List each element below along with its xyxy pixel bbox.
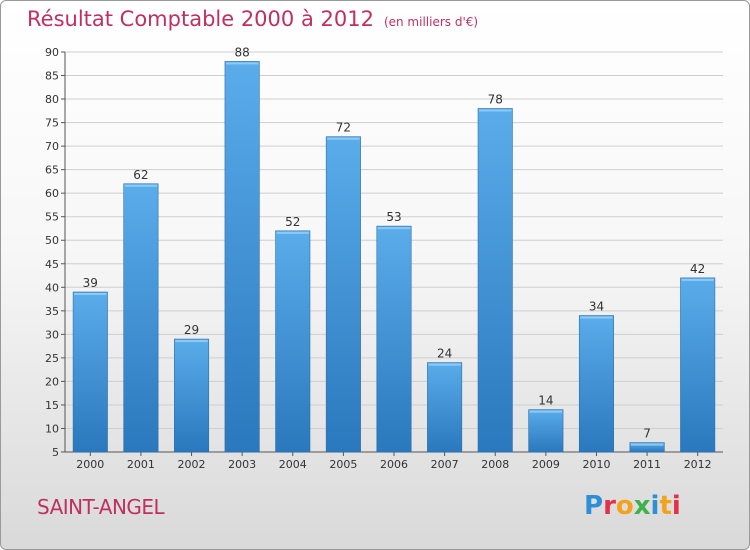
y-tick-label: 15 [45,399,59,412]
bar-highlight [630,443,664,446]
y-tick-label: 30 [45,328,59,341]
x-tick-label: 2008 [481,458,509,471]
x-tick-label: 2011 [633,458,661,471]
commune-name: SAINT-ANGEL [37,495,165,519]
y-tick-label: 10 [45,422,59,435]
data-labels: 39 62 29 88 52 72 53 24 78 14 34 7 42 [83,45,706,440]
logo-letter: x [633,491,651,521]
y-tick-label: 5 [52,446,59,459]
bar-2003 [224,61,260,453]
y-tick-label: 20 [45,375,59,388]
data-label: 7 [643,427,651,441]
y-tick-label: 40 [45,281,59,294]
data-label: 78 [488,92,503,106]
data-label: 14 [538,394,553,408]
chart-subtitle: (en milliers d'€) [383,15,479,29]
bar-highlight [580,316,613,319]
bar-2007 [427,362,463,453]
chart-title: Résultat Comptable 2000 à 2012 (en millie… [27,7,478,31]
bar-highlight [225,62,259,65]
x-tick-label: 2000 [76,458,104,471]
data-label: 53 [386,210,401,224]
bar-highlight [681,278,714,281]
x-tick-label: 2003 [228,458,256,471]
x-tick-label: 2007 [431,458,459,471]
logo-letter: i [671,491,681,521]
chart-title-text: Résultat Comptable 2000 à 2012 [27,7,374,31]
y-tick-label: 50 [45,234,59,247]
data-label: 52 [285,215,300,229]
logo-letter: o [615,491,634,521]
logo-letter: P [584,491,604,521]
bar-2002 [174,338,210,453]
x-tick-label: 2010 [582,458,610,471]
logo-letter: r [603,491,616,521]
proxiti-logo: Proxiti [584,491,681,521]
x-tick-label: 2009 [532,458,560,471]
y-tick-label: 45 [45,258,59,271]
x-tick-label: 2001 [127,458,155,471]
bar-highlight [276,231,309,234]
bar-2010 [578,315,614,453]
y-tick-label: 75 [45,117,59,130]
y-tick-label: 70 [45,140,59,153]
bar-2009 [528,409,564,453]
bar-2012 [680,277,716,453]
data-label: 34 [589,300,604,314]
bars [72,61,716,453]
y-tick-label: 80 [45,93,59,106]
x-tick-label: 2004 [279,458,307,471]
x-tick-label: 2005 [329,458,357,471]
logo-letter: i [650,491,660,521]
logo-letter: t [659,491,672,521]
bar-highlight [479,109,512,112]
x-tick-labels: 2000 2001 2002 2003 2004 2005 2006 2007 2008 2009… [76,452,712,471]
bar-highlight [327,137,360,140]
bar-highlight [74,293,107,295]
y-tick-label: 35 [45,305,59,318]
data-label: 24 [437,347,452,361]
bar-highlight [529,410,563,413]
data-label: 42 [690,262,705,276]
bar-highlight [124,184,158,187]
y-tick-label: 55 [45,211,59,224]
x-tick-label: 2002 [178,458,206,471]
data-label: 39 [83,276,98,290]
bar-2005 [325,136,361,453]
bar-2008 [477,108,513,453]
y-tick-label: 60 [45,187,59,200]
data-label: 72 [336,121,351,135]
y-tick-label: 85 [45,70,59,83]
y-tick-labels: 5 10 15 20 25 30 35 40 45 50 55 60 65 70 75 80 85 90 [45,46,59,459]
bar-highlight [428,363,461,366]
y-tick-label: 25 [45,352,59,365]
y-tick-label: 65 [45,164,59,177]
x-tick-label: 2012 [684,458,712,471]
data-label: 29 [184,323,199,337]
data-label: 62 [133,168,148,182]
bar-2000 [72,291,108,453]
bar-highlight [175,340,208,343]
bar-2001 [123,183,159,453]
bar-2004 [275,230,311,453]
data-label: 88 [235,45,250,59]
x-tick-label: 2006 [380,458,408,471]
bar-highlight [377,227,411,230]
y-tick-label: 90 [45,46,59,59]
bar-2006 [376,225,412,453]
